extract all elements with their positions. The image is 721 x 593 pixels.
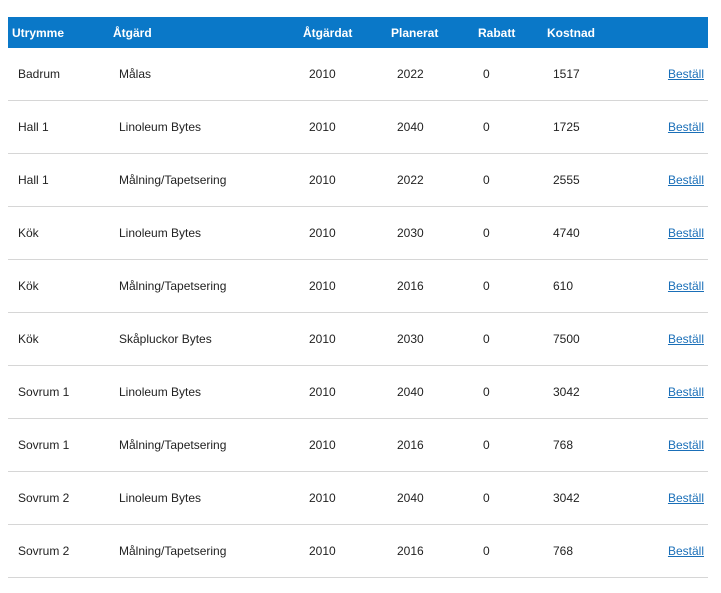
cell-cost: 4740: [553, 226, 580, 240]
table-row: Sovrum 1 Linoleum Bytes 2010 2040 0 3042…: [8, 366, 708, 419]
cell-action: Linoleum Bytes: [119, 385, 202, 399]
cell-planned: 2040: [397, 120, 424, 134]
cell-cost: 768: [553, 544, 574, 558]
cell-action: Linoleum Bytes: [119, 226, 202, 240]
cell-action: Målning/Tapetsering: [119, 279, 227, 293]
cell-cost: 2555: [553, 173, 580, 187]
table-row: Kök Målning/Tapetsering 2010 2016 0 610 …: [8, 260, 708, 313]
table-body: Badrum Målas 2010 2022 0 1517 Beställ Ha…: [8, 48, 708, 578]
cell-cost: 1517: [553, 67, 580, 81]
cell-planned: 2022: [397, 67, 424, 81]
table-row: Kök Skåpluckor Bytes 2010 2030 0 7500 Be…: [8, 313, 708, 366]
order-link[interactable]: Beställ: [667, 279, 704, 293]
cell-action: Linoleum Bytes: [119, 491, 202, 505]
cell-discount: 0: [483, 438, 490, 452]
cell-action: Målning/Tapetsering: [119, 438, 227, 452]
cell-cost: 3042: [553, 491, 580, 505]
cell-planned: 2030: [397, 332, 424, 346]
cell-discount: 0: [483, 491, 490, 505]
cell-cost: 610: [553, 279, 574, 293]
cell-room: Sovrum 2: [18, 491, 70, 505]
cell-room: Sovrum 1: [18, 385, 70, 399]
cell-planned: 2016: [397, 438, 424, 452]
cell-room: Kök: [18, 332, 39, 346]
cell-discount: 0: [483, 385, 490, 399]
cell-cost: 768: [553, 438, 574, 452]
cell-room: Hall 1: [18, 120, 49, 134]
cell-room: Kök: [18, 226, 39, 240]
cell-planned: 2030: [397, 226, 424, 240]
order-link[interactable]: Beställ: [667, 544, 704, 558]
cell-room: Badrum: [18, 67, 61, 81]
order-link[interactable]: Beställ: [667, 491, 704, 505]
cell-action: Målas: [119, 67, 152, 81]
table-header: Utrymme Åtgärd Åtgärdat Planerat Rabatt …: [8, 17, 708, 48]
cell-planned: 2040: [397, 491, 424, 505]
order-link[interactable]: Beställ: [667, 173, 704, 187]
cell-done: 2010: [309, 544, 336, 558]
header-planned: Planerat: [391, 25, 439, 40]
maintenance-table: Utrymme Åtgärd Åtgärdat Planerat Rabatt …: [8, 17, 708, 578]
header-discount: Rabatt: [478, 25, 516, 40]
table-row: Sovrum 2 Linoleum Bytes 2010 2040 0 3042…: [8, 472, 708, 525]
cell-action: Skåpluckor Bytes: [119, 332, 212, 346]
order-link[interactable]: Beställ: [667, 332, 704, 346]
cell-discount: 0: [483, 279, 490, 293]
cell-room: Sovrum 1: [18, 438, 70, 452]
order-link[interactable]: Beställ: [667, 385, 704, 399]
cell-cost: 7500: [553, 332, 580, 346]
cell-planned: 2040: [397, 385, 424, 399]
cell-discount: 0: [483, 226, 490, 240]
cell-done: 2010: [309, 67, 336, 81]
header-done: Åtgärdat: [303, 25, 353, 40]
cell-cost: 3042: [553, 385, 580, 399]
header-cost: Kostnad: [547, 25, 595, 40]
cell-action: Målning/Tapetsering: [119, 173, 227, 187]
cell-done: 2010: [309, 438, 336, 452]
cell-discount: 0: [483, 120, 490, 134]
cell-room: Sovrum 2: [18, 544, 70, 558]
cell-done: 2010: [309, 332, 336, 346]
cell-cost: 1725: [553, 120, 580, 134]
cell-done: 2010: [309, 279, 336, 293]
cell-discount: 0: [483, 173, 490, 187]
cell-planned: 2022: [397, 173, 424, 187]
cell-action: Målning/Tapetsering: [119, 544, 227, 558]
table-row: Kök Linoleum Bytes 2010 2030 0 4740 Best…: [8, 207, 708, 260]
cell-discount: 0: [483, 67, 490, 81]
cell-done: 2010: [309, 491, 336, 505]
order-link[interactable]: Beställ: [667, 120, 704, 134]
cell-discount: 0: [483, 332, 490, 346]
order-link[interactable]: Beställ: [667, 67, 704, 81]
order-link[interactable]: Beställ: [667, 226, 704, 240]
cell-done: 2010: [309, 173, 336, 187]
cell-done: 2010: [309, 120, 336, 134]
cell-planned: 2016: [397, 544, 424, 558]
cell-discount: 0: [483, 544, 490, 558]
cell-done: 2010: [309, 226, 336, 240]
table-row: Badrum Målas 2010 2022 0 1517 Beställ: [8, 48, 708, 101]
cell-done: 2010: [309, 385, 336, 399]
cell-action: Linoleum Bytes: [119, 120, 202, 134]
table-row: Hall 1 Linoleum Bytes 2010 2040 0 1725 B…: [8, 101, 708, 154]
cell-room: Hall 1: [18, 173, 49, 187]
table-row: Sovrum 1 Målning/Tapetsering 2010 2016 0…: [8, 419, 708, 472]
header-room: Utrymme: [12, 25, 65, 40]
cell-room: Kök: [18, 279, 39, 293]
table-row: Hall 1 Målning/Tapetsering 2010 2022 0 2…: [8, 154, 708, 207]
table-row: Sovrum 2 Målning/Tapetsering 2010 2016 0…: [8, 525, 708, 578]
header-action: Åtgärd: [113, 25, 152, 40]
cell-planned: 2016: [397, 279, 424, 293]
order-link[interactable]: Beställ: [667, 438, 704, 452]
